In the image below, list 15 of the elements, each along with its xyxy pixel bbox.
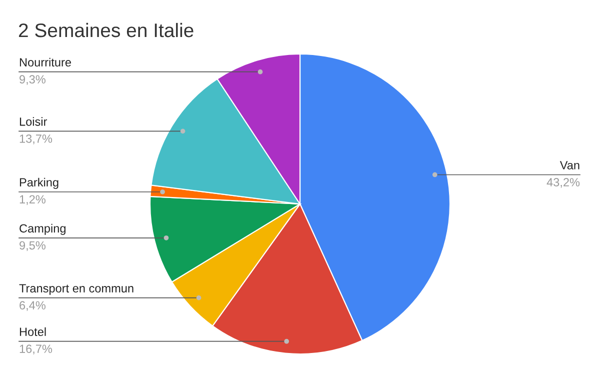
slice-label: Parking	[20, 178, 58, 189]
slice-label: Hotel	[20, 327, 46, 336]
data-label: 13,7%	[20, 134, 52, 144]
slice-label: Van	[560, 161, 580, 170]
data-label: 16,7%	[20, 344, 52, 354]
data-label: 9,5%	[20, 241, 46, 251]
data-label: 43,2%	[546, 178, 580, 188]
data-label: 6,4%	[20, 301, 46, 311]
slice-label: Nourriture	[20, 58, 71, 67]
slice-label: Loisir	[20, 117, 48, 126]
data-label: 9,3%	[20, 75, 46, 85]
slice-label: Camping	[20, 224, 66, 235]
data-label: 1,2%	[20, 195, 46, 205]
slice-label: Transport en commun	[19, 284, 134, 295]
chart-title: 2 Semaines en Italie	[18, 22, 194, 38]
